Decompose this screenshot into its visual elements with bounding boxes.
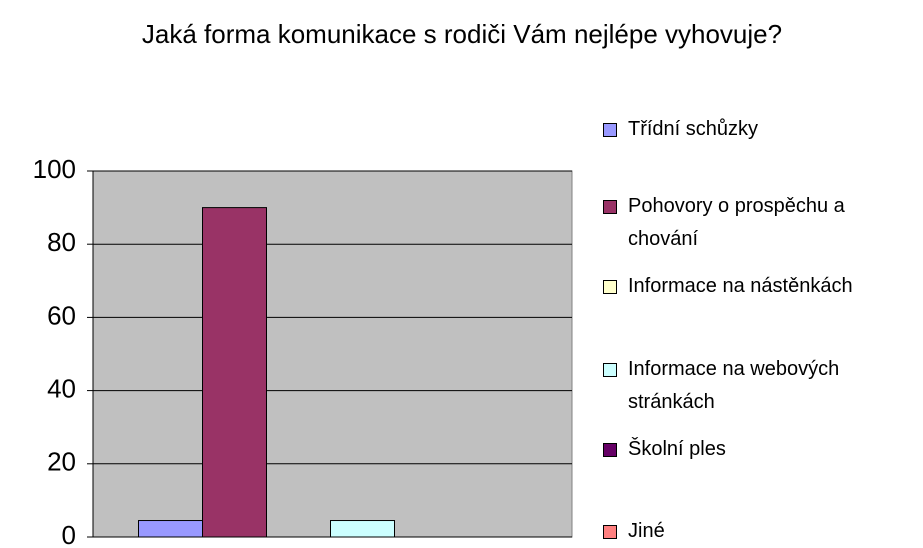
bar [138,520,203,538]
y-tick-label: 100 [33,154,76,184]
y-tick-label: 40 [47,373,76,403]
legend-item: Informace na nástěnkách [603,270,921,303]
legend-swatch [603,443,617,457]
legend-item: Pohovory o prospěchu a chování [603,190,921,256]
legend-item: Třídní schůzky [603,113,921,146]
legend-label: Třídní schůzky [628,118,759,140]
legend-item: Jiné [603,515,921,548]
plot-area [92,170,573,538]
legend-label: Informace na nástěnkách [628,275,853,297]
y-tick-label: 20 [47,447,76,477]
legend-swatch [603,280,617,294]
y-tick-label: 60 [47,300,76,330]
legend-label: Pohovory o prospěchu a chování [628,195,845,250]
y-tick-label: 80 [47,227,76,257]
legend-label: Školní ples [628,438,726,460]
legend-label: Jiné [628,520,665,542]
bar [202,207,267,538]
legend-swatch [603,363,617,377]
y-tick-label: 0 [62,520,76,548]
legend-label: Informace na webových stránkách [628,358,840,413]
legend-swatch [603,123,617,137]
chart-title: Jaká forma komunikace s rodiči Vám nejlé… [141,19,783,49]
bar [330,520,395,538]
legend-swatch [603,200,617,214]
legend-item: Informace na webových stránkách [603,353,921,419]
legend-swatch [603,525,617,539]
legend-item: Školní ples [603,433,921,466]
